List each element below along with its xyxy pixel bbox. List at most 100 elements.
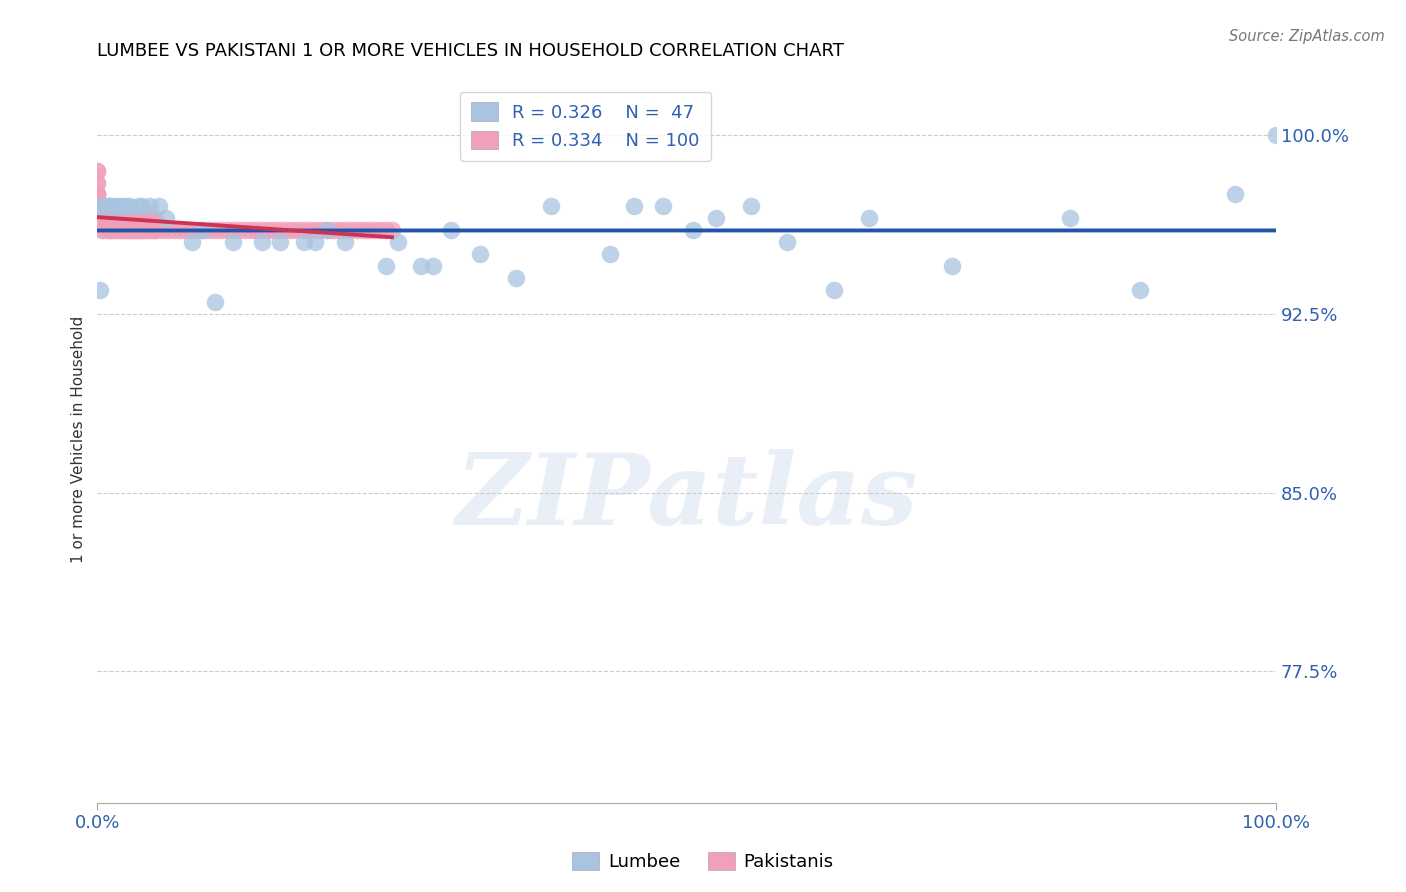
Point xyxy=(122,211,145,226)
Point xyxy=(1059,211,1081,226)
Point xyxy=(623,199,645,213)
Y-axis label: 1 or more Vehicles in Household: 1 or more Vehicles in Household xyxy=(72,315,86,563)
Point xyxy=(134,223,156,237)
Point xyxy=(252,223,274,237)
Point xyxy=(292,223,315,237)
Point xyxy=(128,199,150,213)
Point xyxy=(128,211,150,226)
Point xyxy=(143,211,166,226)
Point xyxy=(204,223,226,237)
Text: LUMBEE VS PAKISTANI 1 OR MORE VEHICLES IN HOUSEHOLD CORRELATION CHART: LUMBEE VS PAKISTANI 1 OR MORE VEHICLES I… xyxy=(97,42,844,60)
Point xyxy=(136,211,159,226)
Point xyxy=(740,199,762,213)
Point xyxy=(858,211,880,226)
Point xyxy=(97,211,120,226)
Point xyxy=(169,223,191,237)
Point xyxy=(96,199,118,213)
Point xyxy=(121,211,143,226)
Point xyxy=(105,223,128,237)
Point xyxy=(333,235,356,249)
Point xyxy=(131,223,153,237)
Point xyxy=(98,199,121,213)
Point xyxy=(98,211,121,226)
Point xyxy=(86,163,108,178)
Point xyxy=(100,199,122,213)
Point xyxy=(505,271,527,285)
Point xyxy=(117,223,139,237)
Point xyxy=(90,211,112,226)
Point xyxy=(86,187,108,202)
Point xyxy=(135,211,157,226)
Point xyxy=(86,163,108,178)
Point xyxy=(128,223,150,237)
Point xyxy=(135,223,157,237)
Point xyxy=(823,283,845,297)
Point xyxy=(263,223,285,237)
Point xyxy=(120,199,142,213)
Point xyxy=(97,223,120,237)
Point xyxy=(157,223,180,237)
Point xyxy=(163,223,186,237)
Point xyxy=(90,199,112,213)
Point xyxy=(129,211,152,226)
Point xyxy=(132,211,155,226)
Point xyxy=(118,211,141,226)
Point xyxy=(316,223,339,237)
Point xyxy=(111,211,134,226)
Point xyxy=(222,223,245,237)
Point xyxy=(148,199,170,213)
Point xyxy=(1129,283,1152,297)
Point xyxy=(387,235,409,249)
Point xyxy=(180,235,202,249)
Point xyxy=(91,211,114,226)
Point xyxy=(198,223,221,237)
Point xyxy=(352,223,374,237)
Point xyxy=(180,223,202,237)
Point xyxy=(363,223,385,237)
Point xyxy=(186,223,208,237)
Point xyxy=(599,247,621,261)
Point xyxy=(304,235,326,249)
Point xyxy=(139,211,162,226)
Point xyxy=(114,211,136,226)
Point xyxy=(381,223,404,237)
Point xyxy=(108,211,131,226)
Point xyxy=(652,199,675,213)
Point xyxy=(89,199,111,213)
Point xyxy=(104,199,127,213)
Point xyxy=(127,223,149,237)
Legend: R = 0.326    N =  47, R = 0.334    N = 100: R = 0.326 N = 47, R = 0.334 N = 100 xyxy=(460,92,710,161)
Point xyxy=(114,223,136,237)
Point xyxy=(682,223,704,237)
Point xyxy=(120,223,142,237)
Point xyxy=(104,211,127,226)
Point xyxy=(112,199,135,213)
Point xyxy=(98,223,121,237)
Point xyxy=(287,223,309,237)
Point xyxy=(86,199,108,213)
Point xyxy=(269,235,291,249)
Point xyxy=(470,247,492,261)
Point xyxy=(193,223,215,237)
Point xyxy=(110,223,132,237)
Point xyxy=(252,235,274,249)
Point xyxy=(222,235,245,249)
Point xyxy=(368,223,391,237)
Point xyxy=(105,211,128,226)
Text: ZIPatlas: ZIPatlas xyxy=(456,449,918,545)
Point xyxy=(1223,187,1246,202)
Point xyxy=(86,187,108,202)
Point xyxy=(333,223,356,237)
Point xyxy=(94,211,117,226)
Point xyxy=(357,223,380,237)
Point xyxy=(150,223,173,237)
Legend: Lumbee, Pakistanis: Lumbee, Pakistanis xyxy=(565,845,841,879)
Point xyxy=(375,223,398,237)
Point xyxy=(209,223,232,237)
Point xyxy=(440,223,463,237)
Point xyxy=(107,223,129,237)
Point xyxy=(103,223,125,237)
Point xyxy=(328,223,350,237)
Point xyxy=(776,235,799,249)
Point xyxy=(91,199,114,213)
